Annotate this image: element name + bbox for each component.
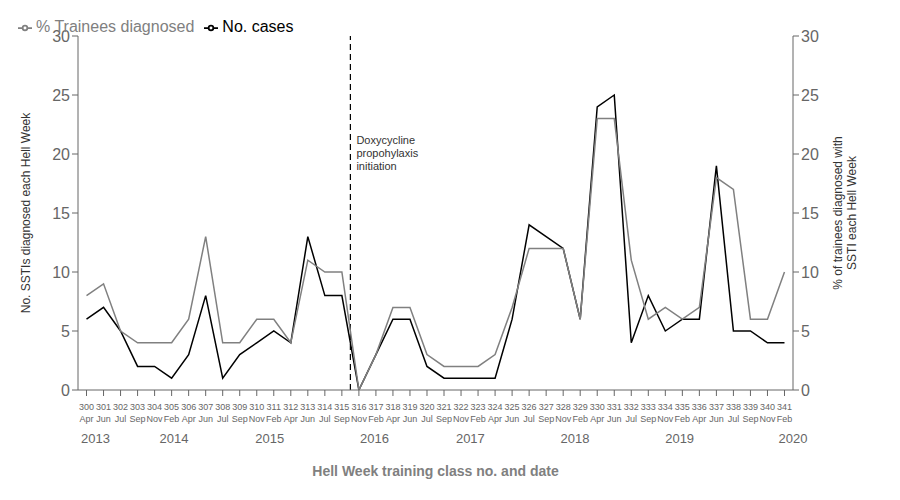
svg-text:30: 30 — [52, 28, 70, 45]
svg-text:326Jul: 326Jul — [522, 402, 537, 424]
svg-text:341Feb: 341Feb — [777, 402, 793, 424]
svg-text:10: 10 — [801, 264, 819, 281]
svg-text:307Jun: 307Jun — [198, 402, 213, 424]
svg-text:305Feb: 305Feb — [164, 402, 180, 424]
svg-text:20: 20 — [801, 146, 819, 163]
svg-text:15: 15 — [801, 205, 819, 222]
svg-text:2013: 2013 — [81, 431, 110, 446]
svg-text:322Nov: 322Nov — [453, 402, 470, 424]
svg-text:2017: 2017 — [456, 431, 485, 446]
svg-text:314Jul: 314Jul — [317, 402, 332, 424]
svg-text:321Sep: 321Sep — [436, 402, 452, 424]
svg-text:25: 25 — [801, 87, 819, 104]
svg-text:320Jul: 320Jul — [419, 402, 434, 424]
svg-text:10: 10 — [52, 264, 70, 281]
svg-text:336Apr: 336Apr — [692, 402, 707, 424]
svg-text:312Apr: 312Apr — [283, 402, 298, 424]
svg-text:318Apr: 318Apr — [385, 402, 400, 424]
svg-text:328Nov: 328Nov — [555, 402, 572, 424]
svg-text:0: 0 — [61, 382, 70, 399]
svg-text:340Nov: 340Nov — [759, 402, 776, 424]
svg-text:2016: 2016 — [360, 431, 389, 446]
svg-text:337Jun: 337Jun — [709, 402, 724, 424]
svg-text:2015: 2015 — [255, 431, 284, 446]
svg-text:331Jun: 331Jun — [607, 402, 622, 424]
svg-text:302Jul: 302Jul — [113, 402, 128, 424]
svg-text:316Nov: 316Nov — [351, 402, 368, 424]
svg-text:310Nov: 310Nov — [249, 402, 266, 424]
svg-text:332Jul: 332Jul — [624, 402, 639, 424]
svg-text:20: 20 — [52, 146, 70, 163]
svg-text:329Feb: 329Feb — [572, 402, 588, 424]
svg-text:311Feb: 311Feb — [266, 402, 282, 424]
svg-text:308Jul: 308Jul — [215, 402, 230, 424]
svg-text:2018: 2018 — [561, 431, 590, 446]
svg-text:315Sep: 315Sep — [334, 402, 350, 424]
svg-text:No. SSTIs diagnosed each Hell: No. SSTIs diagnosed each Hell Week — [19, 112, 33, 314]
svg-text:% of trainees diagnosed withSS: % of trainees diagnosed withSSTI each He… — [831, 136, 859, 289]
svg-text:15: 15 — [52, 205, 70, 222]
svg-text:0: 0 — [801, 382, 810, 399]
svg-text:2014: 2014 — [159, 431, 188, 446]
svg-text:313Jun: 313Jun — [300, 402, 315, 424]
svg-text:301Jun: 301Jun — [96, 402, 111, 424]
svg-text:300Apr: 300Apr — [79, 402, 94, 424]
svg-text:2020: 2020 — [779, 431, 808, 446]
svg-text:338Jul: 338Jul — [726, 402, 741, 424]
svg-text:317Feb: 317Feb — [368, 402, 384, 424]
svg-text:2019: 2019 — [665, 431, 694, 446]
svg-text:339Sep: 339Sep — [742, 402, 758, 424]
svg-text:Hell Week training class no. a: Hell Week training class no. and date — [312, 463, 559, 479]
svg-text:Doxycyclinepropohylaxisinitiat: Doxycyclinepropohylaxisinitiation — [356, 134, 418, 172]
svg-text:324Apr: 324Apr — [488, 402, 503, 424]
svg-text:306Apr: 306Apr — [181, 402, 196, 424]
svg-text:327Sep: 327Sep — [538, 402, 554, 424]
svg-text:5: 5 — [61, 323, 70, 340]
svg-text:5: 5 — [801, 323, 810, 340]
svg-text:319Jun: 319Jun — [402, 402, 417, 424]
svg-text:304Nov: 304Nov — [147, 402, 164, 424]
svg-text:330Apr: 330Apr — [590, 402, 605, 424]
svg-text:30: 30 — [801, 28, 819, 45]
svg-text:323Feb: 323Feb — [470, 402, 486, 424]
svg-text:25: 25 — [52, 87, 70, 104]
svg-text:303Sep: 303Sep — [130, 402, 146, 424]
svg-text:325Jun: 325Jun — [505, 402, 520, 424]
svg-text:335Feb: 335Feb — [675, 402, 691, 424]
svg-text:334Nov: 334Nov — [657, 402, 674, 424]
svg-text:309Sep: 309Sep — [232, 402, 248, 424]
svg-text:333Sep: 333Sep — [640, 402, 656, 424]
